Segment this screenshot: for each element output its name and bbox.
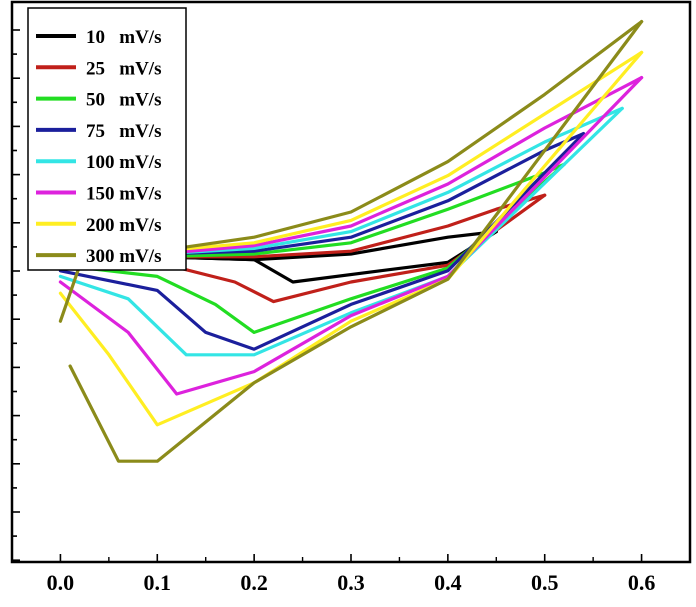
legend-label: 75 mV/s xyxy=(86,121,161,142)
x-tick-label: 0.0 xyxy=(47,570,75,595)
legend-label: 25 mV/s xyxy=(86,58,161,79)
series-reverse-line xyxy=(58,76,644,396)
x-tick-label: 0.1 xyxy=(144,570,172,595)
legend-label: 10 mV/s xyxy=(86,27,161,48)
legend-box xyxy=(27,7,187,271)
x-tick-label: 0.3 xyxy=(337,570,365,595)
legend-label: 150 mV/s xyxy=(86,184,161,205)
x-axis-tick-labels: 0.0 0.1 0.2 0.3 0.4 0.5 0.6 xyxy=(47,570,656,595)
legend: 10 mV/s 25 mV/s 50 mV/s 75 mV/s 100 mV/s 150 … xyxy=(27,7,187,271)
x-tick-label: 0.6 xyxy=(628,570,656,595)
x-axis-ticks xyxy=(59,554,643,562)
legend-label: 50 mV/s xyxy=(86,90,161,111)
x-tick-label: 0.5 xyxy=(531,570,559,595)
legend-label: 200 mV/s xyxy=(86,215,161,236)
y-axis-ticks xyxy=(12,29,20,562)
series-reverse-line xyxy=(58,162,566,334)
legend-label: 100 mV/s xyxy=(86,152,161,173)
series-reverse-line xyxy=(58,132,586,351)
legend-label: 300 mV/s xyxy=(86,246,161,267)
series-reverse-line xyxy=(68,20,644,463)
x-tick-label: 0.4 xyxy=(434,570,462,595)
x-tick-label: 0.2 xyxy=(240,570,268,595)
